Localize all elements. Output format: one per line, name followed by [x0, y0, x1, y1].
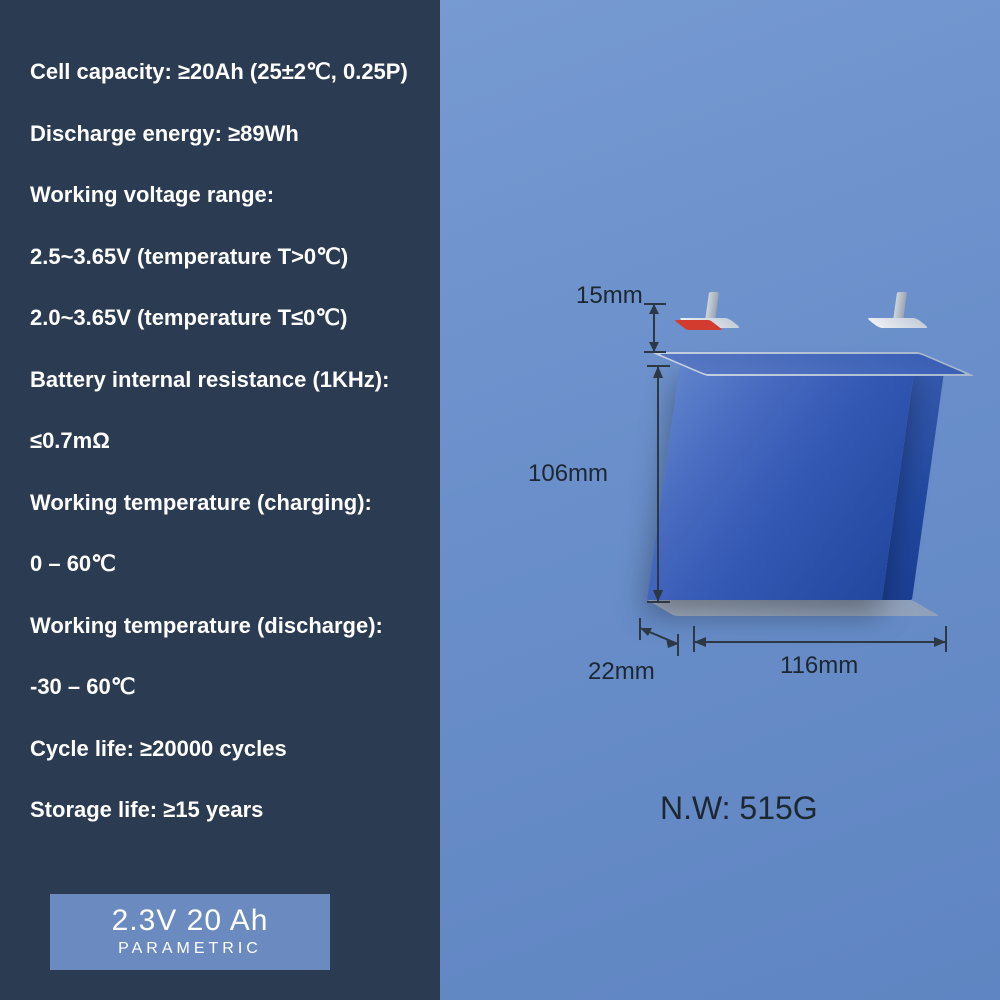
- spec-line: Working temperature (discharge):: [30, 612, 410, 640]
- product-badge: 2.3V 20 Ah PARAMETRIC: [50, 894, 330, 970]
- spec-line: Cycle life: ≥20000 cycles: [30, 735, 410, 763]
- spec-line: Battery internal resistance (1KHz):: [30, 366, 410, 394]
- diagram-panel: 15mm 106mm 22mm: [440, 0, 1000, 1000]
- spec-list: Cell capacity: ≥20Ah (25±2℃, 0.25P) Disc…: [30, 58, 410, 876]
- spec-line: Working temperature (charging):: [30, 489, 410, 517]
- dim-label-body-height: 106mm: [528, 460, 608, 488]
- page-root: Cell capacity: ≥20Ah (25±2℃, 0.25P) Disc…: [0, 0, 1000, 1000]
- spec-line: Working voltage range:: [30, 181, 410, 209]
- dim-label-terminal-height: 15mm: [576, 282, 643, 310]
- battery-front-face: [647, 365, 915, 600]
- battery-diagram: 15mm 106mm 22mm: [510, 310, 960, 830]
- spec-line: ≤0.7mΩ: [30, 427, 410, 455]
- dim-label-depth: 22mm: [588, 658, 655, 686]
- badge-sub-text: PARAMETRIC: [50, 940, 330, 958]
- spec-line: Discharge energy: ≥89Wh: [30, 120, 410, 148]
- spec-panel: Cell capacity: ≥20Ah (25±2℃, 0.25P) Disc…: [0, 0, 440, 1000]
- dim-label-width: 116mm: [780, 652, 858, 680]
- spec-line: -30 – 60℃: [30, 673, 410, 701]
- battery-body: [647, 365, 915, 600]
- terminal-plate-icon: [866, 318, 929, 328]
- badge-main-text: 2.3V 20 Ah: [50, 904, 330, 938]
- net-weight-label: N.W: 515G: [660, 790, 818, 827]
- spec-line: 2.0~3.65V (temperature T≤0℃): [30, 304, 410, 332]
- dim-line-body-height: [622, 360, 672, 610]
- spec-line: 0 – 60℃: [30, 550, 410, 578]
- spec-line: 2.5~3.65V (temperature T>0℃): [30, 243, 410, 271]
- spec-line: Cell capacity: ≥20Ah (25±2℃, 0.25P): [30, 58, 410, 86]
- battery-top-film: [659, 354, 967, 374]
- spec-line: Storage life: ≥15 years: [30, 796, 410, 824]
